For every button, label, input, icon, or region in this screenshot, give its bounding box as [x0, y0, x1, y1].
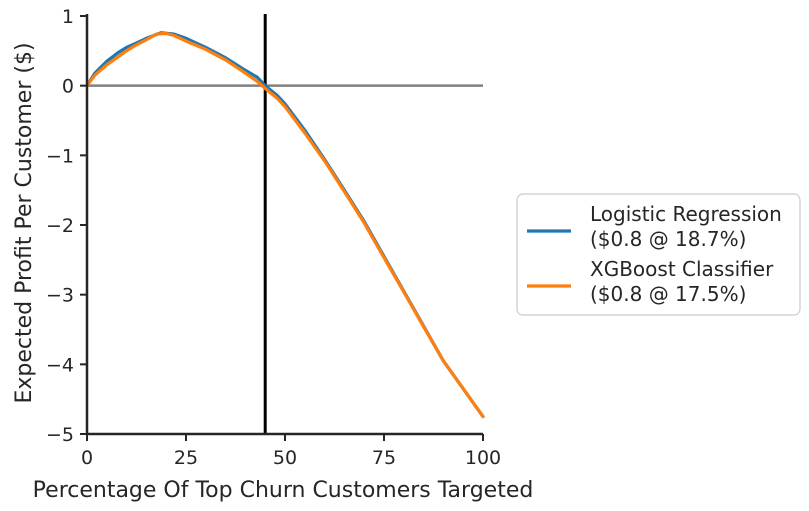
axes [85, 14, 483, 436]
y-axis-ticks: −5 −4 −3 −2 −1 0 1 [46, 6, 87, 446]
x-tick-label: 0 [81, 447, 93, 469]
x-axis-label: Percentage Of Top Churn Customers Target… [33, 478, 534, 503]
legend-entry-detail: ($0.8 @ 17.5%) [590, 282, 746, 306]
y-tick-label: −1 [46, 145, 74, 167]
reference-lines [87, 14, 483, 434]
y-tick-label: 0 [62, 76, 74, 98]
legend-entry-label: Logistic Regression [590, 202, 782, 226]
legend-entry-label: XGBoost Classifier [590, 257, 774, 281]
y-tick-label: −5 [46, 424, 74, 446]
y-tick-label: −3 [46, 285, 74, 307]
y-tick-label: −4 [46, 354, 74, 376]
legend-entry-detail: ($0.8 @ 18.7%) [590, 227, 746, 251]
series-line-xgboost-classifier [85, 31, 485, 419]
x-tick-label: 100 [465, 447, 501, 469]
series-line-logistic-regression [85, 31, 485, 419]
legend: Logistic Regression($0.8 @ 18.7%) XGBoost… [516, 193, 801, 316]
x-axis-ticks: 0 25 50 75 100 [81, 434, 501, 469]
y-axis-label: Expected Profit Per Customer ($) [12, 42, 37, 403]
x-tick-label: 50 [273, 447, 297, 469]
y-tick-label: 1 [62, 6, 74, 28]
x-tick-label: 25 [174, 447, 198, 469]
y-tick-label: −2 [46, 215, 74, 237]
legend-frame [516, 193, 801, 316]
series-layer [85, 31, 485, 419]
x-tick-label: 75 [372, 447, 396, 469]
